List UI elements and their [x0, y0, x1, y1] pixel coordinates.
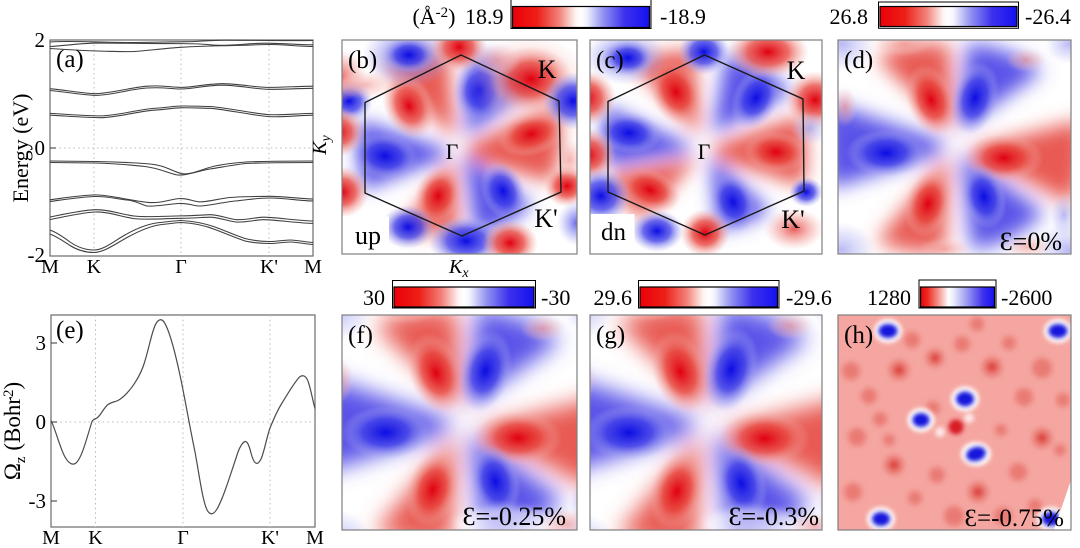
svg-text:K: K — [87, 256, 102, 278]
svg-text:0: 0 — [35, 136, 46, 160]
svg-text:Ɛ=-0.75%: Ɛ=-0.75% — [964, 505, 1064, 532]
svg-text:Ɛ=-0.25%: Ɛ=-0.25% — [462, 502, 566, 531]
svg-text:1280: 1280 — [867, 285, 911, 310]
svg-text:Γ: Γ — [175, 256, 187, 278]
svg-text:dn: dn — [601, 219, 627, 246]
svg-text:-30: -30 — [541, 285, 570, 310]
svg-text:M: M — [41, 256, 59, 278]
svg-text:(d): (d) — [844, 47, 873, 74]
svg-text:M: M — [304, 256, 322, 278]
svg-text:up: up — [355, 221, 381, 250]
svg-text:Energy (eV): Energy (eV) — [8, 94, 33, 203]
svg-text:(b): (b) — [348, 47, 377, 74]
svg-text:-26.4: -26.4 — [1025, 4, 1071, 29]
svg-text:K': K' — [260, 256, 278, 278]
svg-text:Γ: Γ — [177, 527, 189, 548]
svg-text:-18.9: -18.9 — [660, 4, 706, 29]
svg-text:Kx: Kx — [448, 256, 469, 281]
svg-text:18.9: 18.9 — [461, 4, 504, 29]
svg-text:K: K — [538, 55, 557, 84]
svg-text:0: 0 — [36, 410, 47, 434]
svg-text:(h): (h) — [844, 322, 873, 349]
svg-text:(e): (e) — [56, 317, 84, 344]
svg-text:-2600: -2600 — [1001, 285, 1052, 310]
svg-text:26.8: 26.8 — [830, 4, 869, 29]
svg-text:M: M — [42, 527, 60, 548]
svg-text:(g): (g) — [596, 322, 625, 349]
svg-text:-29.6: -29.6 — [786, 285, 832, 310]
svg-text:29.6: 29.6 — [594, 285, 633, 310]
svg-text:-3: -3 — [29, 489, 47, 513]
svg-text:M: M — [306, 527, 324, 548]
svg-text:30: 30 — [363, 285, 385, 310]
svg-text:K': K' — [534, 204, 557, 233]
svg-text:K: K — [88, 527, 103, 548]
svg-text:(a): (a) — [56, 46, 84, 73]
svg-text:Γ: Γ — [698, 139, 711, 164]
svg-text:Ɛ=0%: Ɛ=0% — [1000, 227, 1062, 256]
svg-text:K': K' — [261, 527, 279, 548]
svg-text:K': K' — [781, 205, 804, 234]
svg-text:Ɛ=-0.3%: Ɛ=-0.3% — [728, 502, 819, 531]
svg-text:(c): (c) — [596, 47, 624, 74]
svg-text:2: 2 — [35, 28, 46, 52]
svg-text:Γ: Γ — [446, 139, 459, 164]
svg-text:3: 3 — [36, 331, 47, 355]
svg-text:-2: -2 — [28, 243, 46, 267]
svg-text:(f): (f) — [348, 322, 373, 349]
svg-text:K: K — [787, 56, 806, 85]
svg-text:(Å-2): (Å-2) — [412, 4, 455, 29]
svg-text:Ωz (Bohr2): Ωz (Bohr2) — [0, 382, 29, 480]
